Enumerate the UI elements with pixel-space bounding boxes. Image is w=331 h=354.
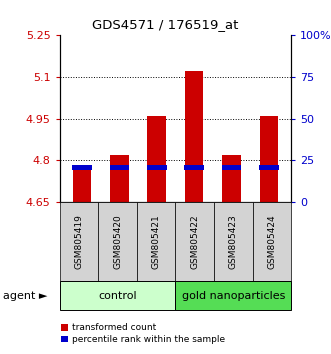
Text: agent ►: agent ► [3, 291, 48, 301]
Bar [184, 165, 204, 170]
Text: GSM805424: GSM805424 [267, 214, 276, 269]
Bar [72, 165, 92, 170]
Legend: transformed count, percentile rank within the sample: transformed count, percentile rank withi… [58, 320, 229, 348]
Bar [259, 165, 279, 170]
Text: GSM805422: GSM805422 [190, 214, 199, 269]
Text: GSM805423: GSM805423 [229, 214, 238, 269]
Text: control: control [98, 291, 137, 301]
Text: GSM805419: GSM805419 [74, 214, 83, 269]
Text: GDS4571 / 176519_at: GDS4571 / 176519_at [92, 18, 239, 31]
Bar [147, 165, 166, 170]
Bar [260, 116, 278, 202]
Bar [147, 116, 166, 202]
Bar [222, 165, 241, 170]
Bar [185, 72, 204, 202]
Bar [73, 169, 91, 202]
Bar [110, 165, 129, 170]
Bar [222, 155, 241, 202]
Bar [110, 155, 129, 202]
Text: gold nanoparticles: gold nanoparticles [182, 291, 285, 301]
Text: GSM805421: GSM805421 [152, 214, 161, 269]
Text: GSM805420: GSM805420 [113, 214, 122, 269]
